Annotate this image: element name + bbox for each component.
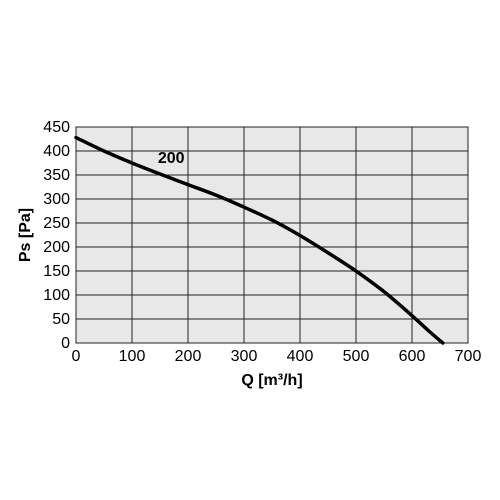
- y-tick-label: 450: [43, 119, 70, 136]
- y-tick-label: 0: [61, 335, 70, 352]
- x-tick-label: 100: [119, 348, 146, 365]
- series-layer: [74, 135, 445, 345]
- y-tick-label: 200: [43, 239, 70, 256]
- x-axis-label: Q [m³/h]: [241, 372, 302, 389]
- x-tick-label: 600: [399, 348, 426, 365]
- y-tick-label: 400: [43, 143, 70, 160]
- x-tick-label: 300: [231, 348, 258, 365]
- y-axis-label: Ps [Pa]: [17, 208, 34, 262]
- y-tick-label: 150: [43, 263, 70, 280]
- x-tick-label: 0: [72, 348, 81, 365]
- x-tick-label: 500: [343, 348, 370, 365]
- y-tick-label: 100: [43, 287, 70, 304]
- y-axis-ticks: 0 50 100 150 200 250 300 350 400 450: [43, 119, 70, 352]
- series-line-200: [74, 135, 445, 345]
- y-tick-label: 350: [43, 167, 70, 184]
- y-tick-label: 300: [43, 191, 70, 208]
- x-tick-label: 400: [287, 348, 314, 365]
- plot-area: [76, 127, 468, 343]
- annotation-layer: 200: [158, 150, 185, 167]
- y-tick-label: 250: [43, 215, 70, 232]
- curve-label: 200: [158, 150, 185, 167]
- plot-frame: [75, 126, 469, 344]
- x-axis-ticks: 0 100 200 300 400 500 600 700: [72, 348, 482, 365]
- y-tick-label: 50: [52, 311, 70, 328]
- x-tick-label: 700: [455, 348, 482, 365]
- x-tick-label: 200: [175, 348, 202, 365]
